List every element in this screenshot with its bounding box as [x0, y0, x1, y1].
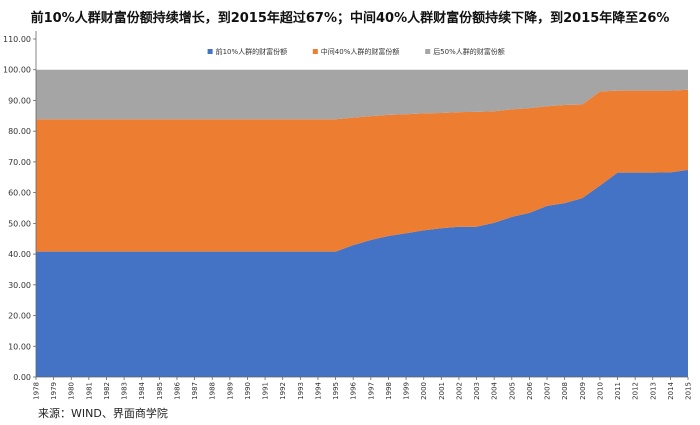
y-tick-label: 20.00: [8, 312, 31, 321]
x-tick-label: 1982: [103, 382, 111, 400]
x-tick-label: 2013: [649, 382, 657, 400]
y-tick-label: 100.00: [3, 66, 31, 75]
x-tick-label: 1980: [68, 382, 76, 400]
x-tick-label: 1985: [156, 382, 164, 400]
x-tick-label: 1995: [332, 382, 340, 400]
x-tick-label: 2008: [561, 382, 569, 400]
x-tick-label: 2014: [667, 381, 675, 399]
x-tick-label: 1988: [209, 382, 217, 400]
y-tick-label: 40.00: [8, 250, 31, 259]
x-tick-label: 2003: [473, 382, 481, 400]
x-tick-label: 2010: [596, 382, 604, 400]
legend-swatch-2: [312, 49, 318, 54]
legend-label-3: 后50%人群的财富份额: [433, 47, 505, 56]
x-tick-label: 1990: [244, 382, 252, 400]
chart-title: 前10%人群财富份额持续增长，到2015年超过67%；中间40%人群财富份额持续…: [30, 11, 670, 26]
legend-label-1: 前10%人群的财富份额: [216, 47, 288, 56]
x-tick-label: 2012: [632, 382, 640, 400]
y-tick-label: 30.00: [8, 281, 31, 290]
x-tick-label: 1979: [50, 382, 58, 400]
x-tick-label: 1994: [314, 381, 322, 399]
y-tick-label: 70.00: [8, 158, 31, 167]
x-tick-label: 2011: [614, 382, 622, 400]
x-tick-label: 1978: [33, 382, 41, 400]
area-series-3: [36, 69, 688, 120]
legend-swatch-1: [207, 49, 213, 54]
y-tick-label: 80.00: [8, 127, 31, 136]
source-note: 来源：WIND、界面商学院: [38, 407, 168, 420]
x-tick-label: 1983: [121, 382, 129, 400]
x-tick-label: 1999: [403, 382, 411, 400]
x-tick-label: 2009: [579, 382, 587, 400]
y-tick-label: 0.00: [13, 373, 31, 382]
x-tick-label: 1986: [173, 381, 181, 399]
y-tick-label: 60.00: [8, 189, 31, 198]
x-tick-label: 2001: [438, 382, 446, 400]
x-tick-label: 1987: [191, 382, 199, 400]
area-series-2: [36, 89, 688, 252]
area-series-1: [36, 169, 688, 377]
x-tick-label: 2007: [544, 382, 552, 400]
legend-label-2: 中间40%人群的财富份额: [321, 47, 400, 56]
x-tick-label: 1997: [367, 382, 375, 400]
x-tick-label: 1996: [350, 381, 358, 399]
x-tick-label: 1993: [297, 382, 305, 400]
x-tick-label: 2000: [420, 382, 428, 400]
x-tick-label: 1992: [279, 382, 287, 400]
x-tick-label: 2002: [455, 382, 463, 400]
x-tick-label: 1991: [262, 382, 270, 400]
y-tick-label: 90.00: [8, 96, 31, 105]
x-tick-label: 1989: [226, 382, 234, 400]
y-tick-label: 50.00: [8, 219, 31, 228]
x-tick-label: 1984: [138, 381, 146, 399]
x-tick-label: 2004: [491, 381, 499, 399]
x-tick-label: 2015: [685, 382, 693, 400]
x-tick-label: 2006: [526, 381, 534, 399]
legend-swatch-3: [425, 49, 431, 54]
x-tick-label: 1998: [385, 382, 393, 400]
y-tick-label: 110.00: [3, 35, 31, 44]
x-tick-label: 2005: [508, 382, 516, 400]
y-tick-label: 10.00: [8, 342, 31, 351]
x-tick-label: 1981: [85, 382, 93, 400]
